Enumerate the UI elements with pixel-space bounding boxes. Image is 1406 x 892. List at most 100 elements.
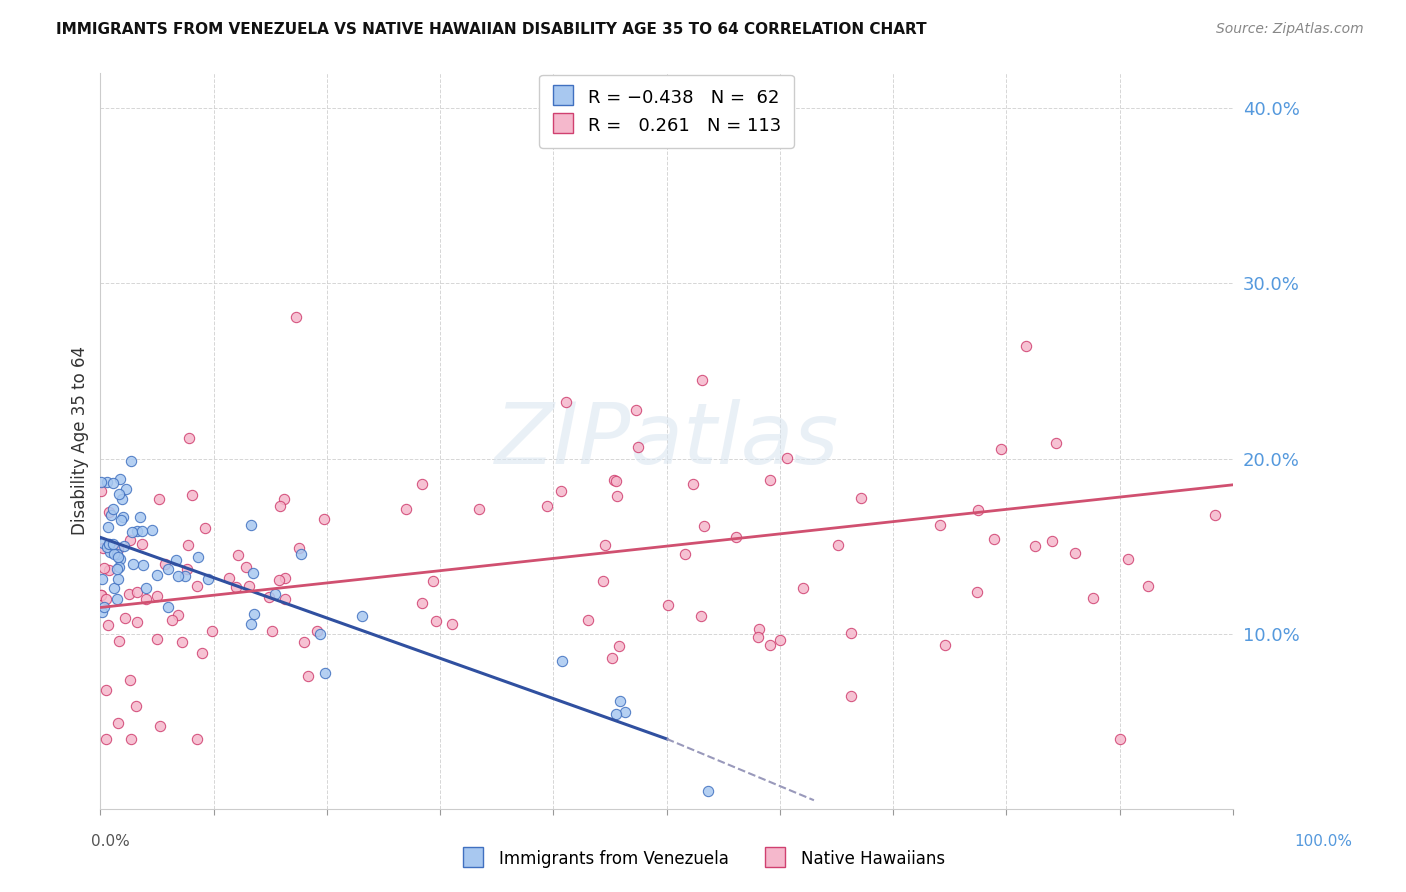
Point [624,403,647,417]
Point [114,611,136,625]
Point [127,615,149,629]
Point [1081,591,1104,605]
Point [609,693,631,707]
Point [153,557,176,571]
Point [395,502,418,516]
Point [238,579,260,593]
Point [748,622,770,636]
Point [107,715,129,730]
Point [593,538,616,552]
Point [627,440,650,454]
Point [176,562,198,576]
Point [108,472,131,486]
Point [274,571,297,585]
Point [239,617,262,632]
Text: 0.0%: 0.0% [91,834,131,848]
Point [225,580,247,594]
Legend: R = −0.438   N =  62, R =   0.261   N = 113: R = −0.438 N = 62, R = 0.261 N = 113 [540,75,794,148]
Point [425,614,447,628]
Point [121,525,143,540]
Point [108,634,131,648]
Point [146,568,169,582]
Point [97,618,120,632]
Point [1015,339,1038,353]
Point [411,476,433,491]
Point [94,682,117,697]
Point [177,431,200,445]
Point [103,547,125,561]
Point [186,731,208,746]
Point [117,587,139,601]
Point [468,501,491,516]
Point [187,549,209,564]
Point [758,638,780,652]
Point [91,605,114,619]
Point [94,731,117,746]
Point [697,784,720,798]
Point [105,547,128,561]
Point [550,484,572,499]
Point [613,706,636,720]
Point [149,719,172,733]
Point [97,520,120,534]
Point [201,624,224,639]
Point [135,581,157,595]
Point [97,563,120,577]
Point [609,639,631,653]
Point [226,548,249,562]
Y-axis label: Disability Age 35 to 64: Disability Age 35 to 64 [72,346,89,535]
Point [242,607,264,621]
Point [118,673,141,687]
Point [776,450,799,465]
Point [90,475,112,490]
Point [125,698,148,713]
Point [177,538,200,552]
Point [605,474,627,488]
Point [146,589,169,603]
Point [174,569,197,583]
Point [127,585,149,599]
Point [792,581,814,595]
Point [90,588,112,602]
Point [112,540,135,554]
Point [273,492,295,507]
Point [166,607,188,622]
Point [592,574,614,589]
Point [131,524,153,538]
Point [759,474,782,488]
Point [1045,436,1067,450]
Point [576,613,599,627]
Point [101,537,124,551]
Point [934,639,956,653]
Point [747,630,769,644]
Point [967,502,990,516]
Point [1108,731,1130,746]
Point [110,513,132,527]
Point [839,625,862,640]
Point [690,373,713,387]
Point [600,651,623,665]
Point [105,591,128,606]
Point [100,508,122,522]
Point [107,487,129,501]
Point [120,731,142,746]
Point [314,512,336,526]
Point [305,624,328,638]
Point [93,561,115,575]
Point [262,624,284,639]
Point [239,517,262,532]
Point [98,536,121,550]
Point [550,654,572,668]
Point [1204,508,1226,523]
Point [1024,540,1046,554]
Point [90,483,112,498]
Point [181,488,204,502]
Point [827,539,849,553]
Point [146,632,169,646]
Legend: Immigrants from Venezuela, Native Hawaiians: Immigrants from Venezuela, Native Hawaii… [454,843,952,875]
Point [120,454,142,468]
Point [440,617,463,632]
Point [218,571,240,585]
Point [135,591,157,606]
Point [148,491,170,506]
